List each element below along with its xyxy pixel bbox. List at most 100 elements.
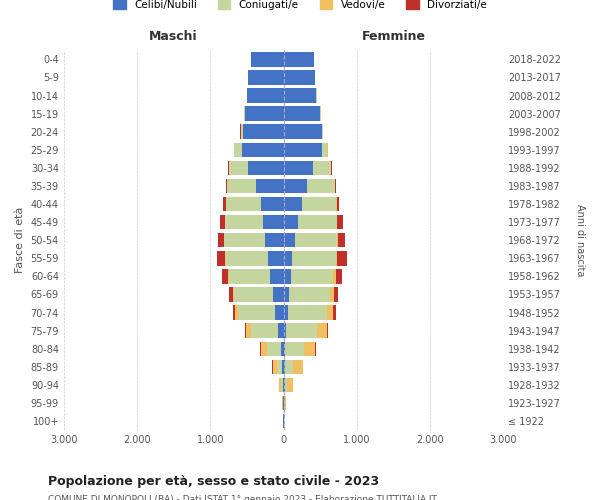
Bar [272,288,284,302]
Bar [336,251,337,266]
Bar [284,70,315,84]
Bar [218,233,224,248]
Bar [334,269,335,283]
Bar [286,342,304,356]
Bar [220,215,225,230]
Bar [284,269,291,283]
Bar [281,342,284,356]
Bar [293,360,302,374]
Legend: Celibi/Nubili, Coniugati/e, Vedovi/e, Divorziati/e: Celibi/Nubili, Coniugati/e, Vedovi/e, Di… [109,0,491,14]
Bar [229,269,270,283]
Bar [279,378,281,392]
Bar [302,197,336,212]
Bar [284,160,313,175]
Bar [266,342,281,356]
Bar [261,342,266,356]
Bar [284,288,289,302]
Bar [335,178,337,193]
Bar [307,178,335,193]
Bar [278,324,284,338]
Bar [295,233,337,248]
Bar [251,52,284,66]
Bar [329,288,334,302]
Bar [334,306,335,320]
Bar [217,251,225,266]
Bar [284,396,286,410]
Bar [284,106,320,121]
Bar [289,288,329,302]
Bar [233,306,235,320]
Bar [327,324,328,338]
Bar [245,324,246,338]
Bar [287,378,293,392]
Bar [248,160,284,175]
Text: Femmine: Femmine [361,30,425,43]
Bar [225,215,263,230]
Bar [284,124,322,139]
Bar [263,215,284,230]
Bar [284,197,302,212]
Bar [284,251,292,266]
Bar [235,142,242,157]
Bar [283,360,284,374]
Bar [298,215,337,230]
Bar [246,324,251,338]
Bar [338,233,345,248]
Bar [277,360,283,374]
Bar [251,324,278,338]
Bar [226,251,268,266]
Bar [229,160,248,175]
Bar [322,124,323,139]
Bar [229,288,233,302]
Y-axis label: Anni di nascita: Anni di nascita [575,204,585,277]
Bar [285,360,293,374]
Bar [256,178,284,193]
Bar [223,269,228,283]
Bar [226,178,227,193]
Bar [284,88,316,103]
Bar [284,233,295,248]
Bar [304,342,316,356]
Bar [335,269,342,283]
Bar [327,306,334,320]
Bar [284,342,286,356]
Bar [284,306,288,320]
Bar [245,106,284,121]
Bar [337,233,338,248]
Bar [284,360,285,374]
Bar [284,324,286,338]
Bar [238,306,275,320]
Bar [228,160,229,175]
Bar [265,233,284,248]
Bar [227,178,256,193]
Bar [235,288,272,302]
Bar [284,378,287,392]
Bar [284,178,307,193]
Bar [228,269,229,283]
Bar [224,233,265,248]
Bar [270,269,284,283]
Bar [261,197,284,212]
Text: Popolazione per età, sesso e stato civile - 2023: Popolazione per età, sesso e stato civil… [48,475,379,488]
Y-axis label: Fasce di età: Fasce di età [15,207,25,274]
Bar [292,251,336,266]
Bar [334,288,338,302]
Text: Maschi: Maschi [149,30,198,43]
Bar [272,360,277,374]
Bar [337,251,347,266]
Bar [288,306,327,320]
Bar [233,288,235,302]
Bar [313,160,331,175]
Bar [286,324,317,338]
Bar [247,88,284,103]
Bar [226,197,261,212]
Bar [317,324,327,338]
Bar [284,215,298,230]
Bar [284,142,322,157]
Text: COMUNE DI MONOPOLI (BA) - Dati ISTAT 1° gennaio 2023 - Elaborazione TUTTITALIA.I: COMUNE DI MONOPOLI (BA) - Dati ISTAT 1° … [48,495,437,500]
Bar [223,197,226,212]
Bar [248,70,284,84]
Bar [337,215,343,230]
Bar [241,124,242,139]
Bar [282,396,283,410]
